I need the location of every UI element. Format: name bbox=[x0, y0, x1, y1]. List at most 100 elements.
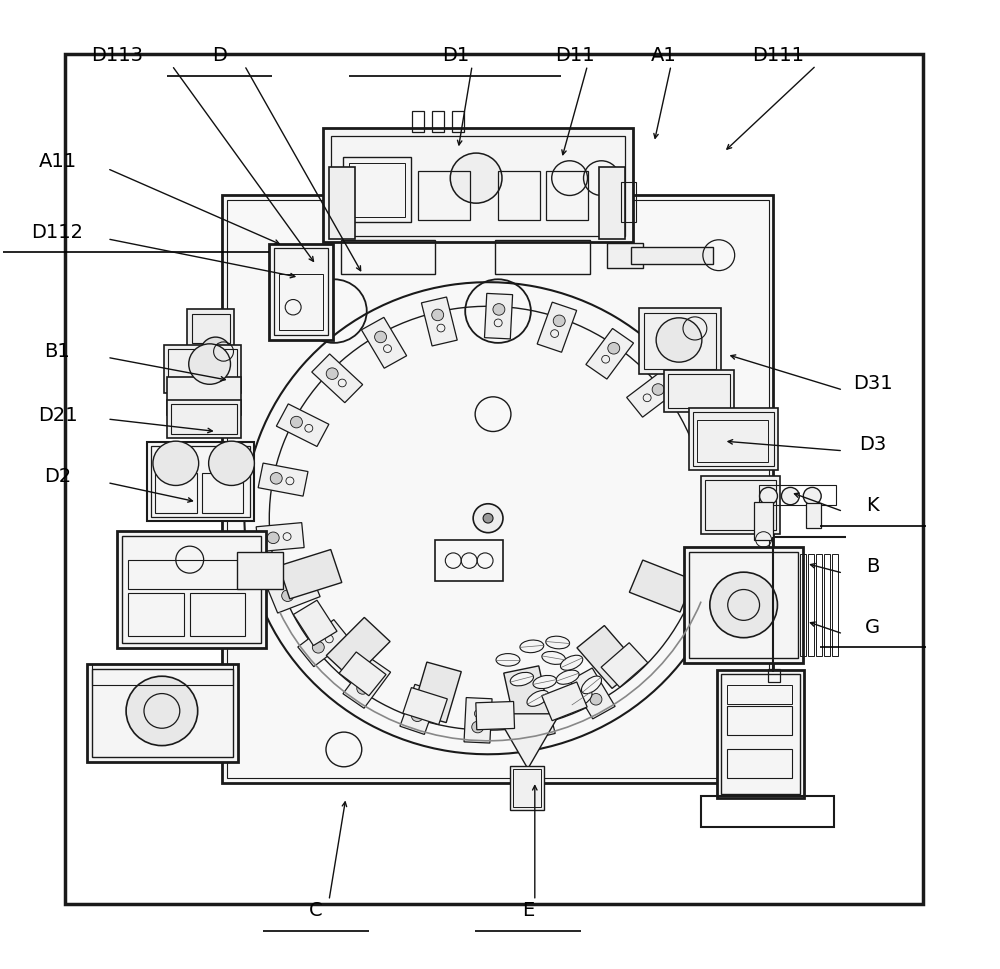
Polygon shape bbox=[258, 463, 308, 496]
Polygon shape bbox=[601, 642, 648, 687]
Bar bbox=[452, 110, 464, 132]
Circle shape bbox=[590, 694, 602, 705]
Bar bbox=[167, 377, 241, 415]
Circle shape bbox=[201, 337, 231, 366]
Bar bbox=[510, 766, 544, 810]
Bar bbox=[697, 420, 768, 462]
Bar bbox=[65, 54, 923, 904]
Polygon shape bbox=[464, 698, 492, 743]
Bar bbox=[768, 670, 780, 682]
Bar bbox=[832, 554, 838, 656]
Text: G: G bbox=[865, 617, 880, 637]
Circle shape bbox=[483, 514, 493, 523]
Bar bbox=[168, 349, 237, 390]
Polygon shape bbox=[276, 404, 329, 447]
Bar bbox=[759, 485, 836, 505]
Circle shape bbox=[270, 473, 282, 484]
Bar bbox=[128, 560, 245, 588]
Bar bbox=[331, 136, 625, 235]
Bar bbox=[727, 706, 792, 735]
Bar bbox=[701, 476, 780, 534]
Bar bbox=[341, 239, 435, 274]
Bar bbox=[727, 749, 792, 778]
Circle shape bbox=[326, 368, 338, 380]
Text: E: E bbox=[522, 901, 534, 920]
Bar bbox=[664, 370, 734, 412]
Bar bbox=[717, 671, 804, 797]
Bar bbox=[279, 274, 323, 330]
Circle shape bbox=[803, 487, 821, 505]
Polygon shape bbox=[412, 662, 461, 723]
Bar bbox=[92, 664, 233, 685]
Ellipse shape bbox=[556, 671, 579, 684]
Polygon shape bbox=[361, 317, 407, 368]
Circle shape bbox=[781, 487, 799, 505]
Bar bbox=[754, 502, 773, 541]
Ellipse shape bbox=[527, 691, 549, 706]
Bar bbox=[269, 243, 333, 340]
Bar bbox=[495, 239, 590, 274]
Polygon shape bbox=[343, 658, 391, 708]
Bar bbox=[432, 110, 444, 132]
Bar bbox=[806, 503, 821, 528]
Bar bbox=[202, 473, 243, 514]
Bar bbox=[227, 201, 768, 778]
Polygon shape bbox=[256, 522, 304, 551]
Bar bbox=[800, 554, 806, 656]
Text: D11: D11 bbox=[555, 47, 594, 65]
Polygon shape bbox=[326, 617, 390, 679]
Bar bbox=[171, 403, 237, 434]
Bar bbox=[513, 768, 541, 807]
Bar bbox=[644, 313, 716, 369]
Polygon shape bbox=[537, 302, 577, 353]
Bar bbox=[155, 473, 197, 514]
Circle shape bbox=[375, 331, 387, 343]
Circle shape bbox=[656, 318, 702, 362]
Bar bbox=[705, 480, 776, 530]
Ellipse shape bbox=[542, 651, 566, 665]
Circle shape bbox=[312, 641, 324, 653]
Circle shape bbox=[608, 342, 620, 354]
Text: C: C bbox=[309, 901, 323, 920]
Circle shape bbox=[533, 716, 545, 727]
Bar bbox=[668, 374, 730, 408]
Bar bbox=[237, 552, 283, 588]
Bar bbox=[323, 128, 633, 241]
Circle shape bbox=[282, 590, 294, 602]
Polygon shape bbox=[519, 690, 555, 739]
Bar bbox=[689, 552, 798, 658]
Bar bbox=[721, 674, 800, 794]
Ellipse shape bbox=[520, 641, 544, 653]
Ellipse shape bbox=[560, 655, 583, 671]
Bar bbox=[599, 167, 625, 238]
Bar bbox=[435, 541, 503, 580]
Polygon shape bbox=[339, 652, 386, 696]
Polygon shape bbox=[542, 682, 587, 721]
Circle shape bbox=[450, 153, 502, 203]
Ellipse shape bbox=[546, 637, 570, 649]
Bar bbox=[151, 446, 250, 517]
Circle shape bbox=[189, 344, 231, 385]
Polygon shape bbox=[476, 702, 515, 730]
Polygon shape bbox=[298, 619, 350, 667]
Bar bbox=[349, 163, 405, 217]
Bar bbox=[117, 531, 266, 648]
Bar bbox=[192, 314, 230, 343]
Ellipse shape bbox=[571, 690, 592, 706]
Bar bbox=[167, 400, 241, 438]
Circle shape bbox=[472, 721, 484, 733]
Bar bbox=[164, 345, 241, 393]
Text: D113: D113 bbox=[91, 47, 143, 65]
Bar bbox=[607, 242, 643, 267]
Bar bbox=[727, 685, 792, 704]
Bar bbox=[684, 547, 803, 663]
Polygon shape bbox=[504, 666, 550, 725]
Bar bbox=[187, 309, 234, 348]
Text: D2: D2 bbox=[44, 467, 71, 486]
Circle shape bbox=[760, 487, 777, 505]
Ellipse shape bbox=[496, 653, 520, 666]
Circle shape bbox=[290, 417, 302, 428]
Ellipse shape bbox=[510, 672, 534, 686]
Text: D: D bbox=[212, 47, 227, 65]
Bar bbox=[418, 172, 470, 220]
